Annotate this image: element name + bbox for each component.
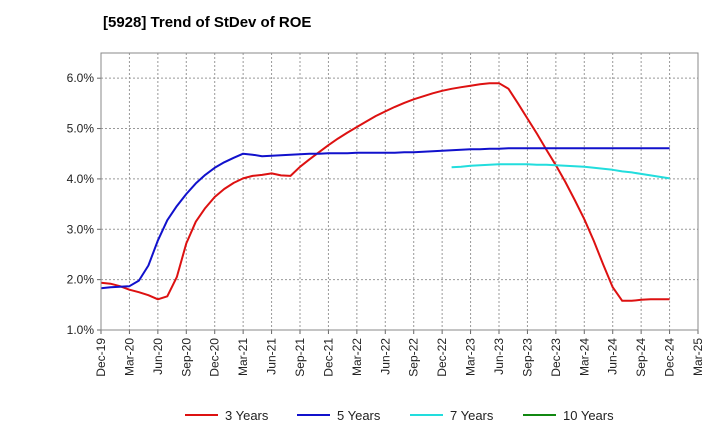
grid-lines [100, 53, 699, 331]
y-tick-label: 6.0% [67, 71, 95, 85]
x-tick-label: Mar-20 [122, 338, 136, 376]
x-tick-label: Dec-23 [549, 338, 563, 377]
x-tick-label: Mar-22 [350, 338, 364, 376]
series-line-3-years [100, 82, 670, 302]
x-tick-label: Mar-21 [236, 338, 250, 376]
x-tick-label: Dec-21 [321, 338, 335, 377]
y-tick-label: 1.0% [67, 323, 95, 337]
x-tick-label: Jun-23 [492, 338, 506, 375]
plot-area-frame [100, 52, 699, 331]
x-tick-label: Mar-24 [577, 338, 591, 376]
y-tick-label: 2.0% [67, 273, 95, 287]
y-tick-label: 4.0% [67, 172, 95, 186]
chart-title: [5928] Trend of StDev of ROE [103, 14, 312, 31]
y-tick-label: 3.0% [67, 222, 95, 236]
x-tick-label: Dec-20 [208, 338, 222, 377]
legend-label: 7 Years [450, 408, 494, 423]
legend-label: 5 Years [337, 408, 381, 423]
x-tick-label: Sep-21 [293, 338, 307, 377]
y-tick-label: 5.0% [67, 122, 95, 136]
x-tick-label: Jun-24 [606, 338, 620, 375]
x-tick-label: Jun-21 [265, 338, 279, 375]
x-tick-label: Jun-20 [151, 338, 165, 375]
y-axis-ticks: 1.0% 2.0% 3.0% 4.0% 5.0% 6.0% [67, 71, 101, 337]
series-line-7-years [451, 163, 670, 180]
x-tick-label: Sep-23 [520, 338, 534, 377]
x-tick-label: Mar-23 [464, 338, 478, 376]
series-line-5-years [100, 147, 670, 290]
series-lines [100, 82, 670, 302]
x-tick-label: Dec-19 [94, 338, 108, 377]
legend: 3 Years 5 Years 7 Years 10 Years [185, 408, 614, 423]
x-tick-label: Sep-24 [634, 338, 648, 377]
legend-label: 10 Years [563, 408, 614, 423]
x-tick-label: Dec-22 [435, 338, 449, 377]
x-tick-label: Mar-25 [691, 338, 705, 376]
x-axis-ticks: Dec-19 Mar-20 Jun-20 Sep-20 Dec-20 Mar-21 Jun-… [94, 330, 705, 377]
x-tick-label: Sep-22 [407, 338, 421, 377]
x-tick-label: Jun-22 [378, 338, 392, 375]
legend-label: 3 Years [225, 408, 269, 423]
x-tick-label: Dec-24 [663, 338, 677, 377]
x-tick-label: Sep-20 [179, 338, 193, 377]
